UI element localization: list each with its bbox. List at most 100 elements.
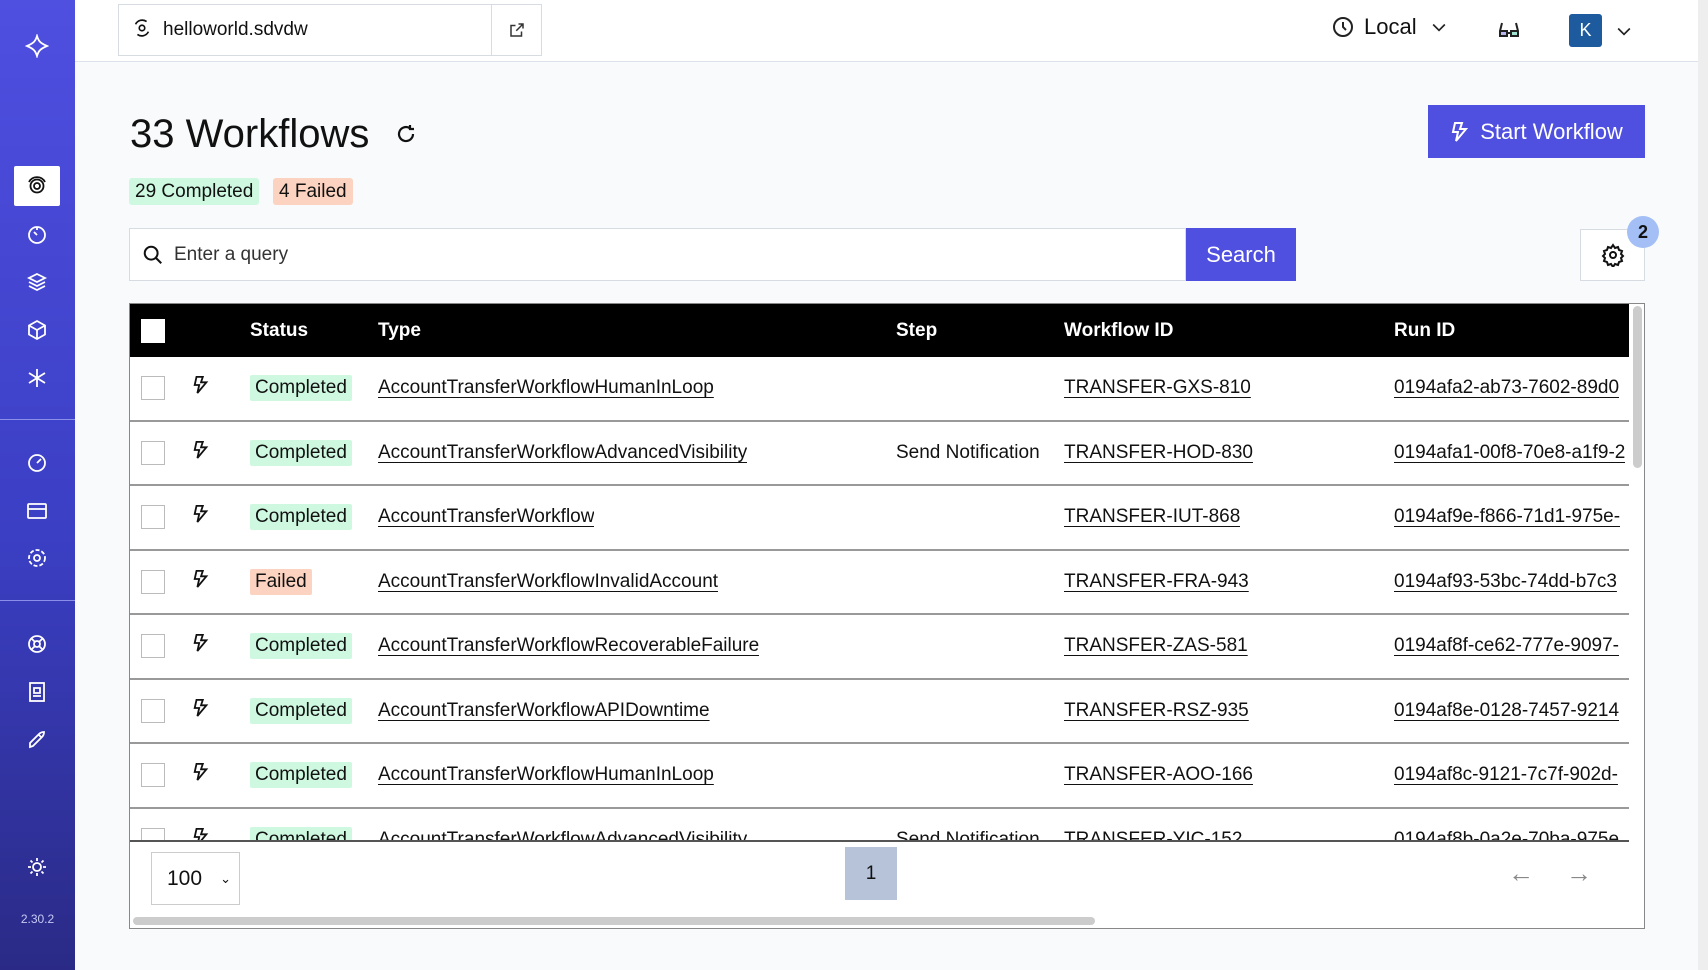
table-header: Status Type Step Workflow ID Run ID [130, 304, 1629, 357]
workflow-type-link[interactable]: AccountTransferWorkflowHumanInLoop [378, 764, 714, 786]
workflow-type-link[interactable]: AccountTransferWorkflowInvalidAccount [378, 570, 719, 592]
data-encoder-glasses-icon[interactable] [1497, 19, 1521, 41]
chevron-down-icon: ⌄ [220, 870, 231, 886]
search-input[interactable] [174, 243, 1074, 266]
run-id-link[interactable]: 0194af8f-ce62-777e-9097- [1394, 635, 1620, 657]
search-icon [143, 245, 162, 264]
workflow-type-link[interactable]: AccountTransferWorkflowAdvancedVisibilit… [378, 441, 748, 463]
lightning-icon [1451, 121, 1469, 142]
run-id-link[interactable]: 0194af8e-0128-7457-9214 [1394, 699, 1620, 721]
row-checkbox[interactable] [141, 569, 165, 594]
workflow-type-link[interactable]: AccountTransferWorkflowAdvancedVisibilit… [378, 828, 748, 841]
status-badge: Completed [250, 439, 352, 466]
sidebar: 2.30.2 [0, 0, 75, 970]
row-checkbox[interactable] [141, 440, 165, 465]
run-id-link[interactable]: 0194afa2-ab73-7602-89d0 [1394, 377, 1620, 399]
refresh-icon[interactable] [394, 122, 418, 151]
row-checkbox[interactable] [141, 698, 165, 723]
clock-icon [1333, 17, 1353, 37]
header-step: Step [896, 319, 938, 341]
sidebar-item-deployments[interactable] [14, 310, 60, 350]
status-badge: Completed [250, 697, 352, 724]
page-title: 33 Workflows [130, 112, 370, 156]
page-size-select[interactable]: 100 ⌄ [151, 852, 240, 905]
run-id-link[interactable]: 0194af8c-9121-7c7f-902d- [1394, 764, 1618, 786]
workflow-id-link[interactable]: TRANSFER-FRA-943 [1064, 570, 1249, 592]
header-status: Status [250, 319, 309, 341]
row-checkbox[interactable] [141, 634, 165, 659]
theme-toggle-sun-icon[interactable] [14, 847, 60, 887]
table-row: Completed AccountTransferWorkflowRecover… [130, 615, 1629, 680]
workflow-type-link[interactable]: AccountTransferWorkflowRecoverableFailur… [378, 635, 760, 657]
workflow-type-link[interactable]: AccountTransferWorkflowHumanInLoop [378, 377, 714, 399]
run-id-link[interactable]: 0194af93-53bc-74dd-b7c3 [1394, 570, 1617, 592]
run-id-link[interactable]: 0194af9e-f866-71d1-975e- [1394, 506, 1621, 528]
table-row: Completed AccountTransferWorkflowAdvance… [130, 809, 1629, 841]
avatar: K [1569, 14, 1602, 47]
status-badge: Completed [250, 375, 352, 402]
row-checkbox[interactable] [141, 505, 165, 530]
status-badge: Completed [250, 826, 352, 841]
row-checkbox[interactable] [141, 376, 165, 401]
start-workflow-button[interactable]: Start Workflow [1428, 105, 1645, 158]
run-id-link[interactable]: 0194af8b-0a2e-70ba-975e [1394, 828, 1620, 841]
sidebar-item-batch[interactable] [14, 262, 60, 302]
workflow-id-link[interactable]: TRANSFER-AOO-166 [1064, 764, 1253, 786]
search-bar [129, 228, 1186, 281]
row-checkbox[interactable] [141, 763, 165, 788]
sidebar-item-settings[interactable] [14, 538, 60, 578]
next-page-arrow-icon[interactable]: → [1566, 858, 1592, 888]
table-row: Completed AccountTransferWorkflowHumanIn… [130, 744, 1629, 809]
status-badge: Completed [250, 762, 352, 789]
workflow-id-link[interactable]: TRANSFER-IUT-868 [1064, 506, 1241, 528]
chevron-down-icon [1432, 23, 1446, 32]
workflow-type-link[interactable]: AccountTransferWorkflowAPIDowntime [378, 699, 710, 721]
sidebar-item-schedules[interactable] [14, 214, 60, 254]
namespace-selector[interactable]: helloworld.sdvdw [118, 4, 542, 56]
user-menu[interactable]: K [1569, 14, 1634, 47]
lightning-icon [192, 569, 210, 595]
table-horizontal-scrollbar[interactable] [133, 917, 1095, 925]
timezone-label: Local [1364, 14, 1417, 39]
search-button[interactable]: Search [1186, 228, 1296, 281]
app-version: 2.30.2 [20, 912, 55, 926]
lightning-icon [192, 827, 210, 841]
top-bar: helloworld.sdvdw Local K [75, 0, 1698, 62]
completed-count-badge[interactable]: 29 Completed [129, 178, 260, 205]
gear-icon [1601, 243, 1624, 267]
failed-count-badge[interactable]: 4 Failed [273, 178, 353, 205]
sidebar-item-getting-started[interactable] [14, 720, 60, 760]
sidebar-item-support[interactable] [14, 624, 60, 664]
sidebar-item-docs[interactable] [14, 672, 60, 712]
status-badge: Failed [250, 568, 312, 595]
select-all-checkbox[interactable] [141, 318, 165, 343]
table-vertical-scrollbar[interactable] [1633, 306, 1642, 468]
sidebar-item-workflows[interactable] [14, 166, 60, 206]
workflow-id-link[interactable]: TRANSFER-YIC-152 [1064, 828, 1243, 841]
run-id-link[interactable]: 0194afa1-00f8-70e8-a1f9-2 [1394, 441, 1626, 463]
chevron-down-icon [1617, 27, 1631, 36]
sidebar-item-namespaces[interactable] [14, 443, 60, 483]
table-row: Completed AccountTransferWorkflowHumanIn… [130, 357, 1629, 422]
start-workflow-label: Start Workflow [1480, 118, 1623, 144]
lightning-icon [192, 440, 210, 466]
sidebar-item-nexus[interactable] [14, 358, 60, 398]
workflow-type-link[interactable]: AccountTransferWorkflow [378, 506, 595, 528]
lightning-icon [192, 698, 210, 724]
workflow-id-link[interactable]: TRANSFER-GXS-810 [1064, 377, 1251, 399]
workflow-id-link[interactable]: TRANSFER-RSZ-935 [1064, 699, 1249, 721]
workflow-id-link[interactable]: TRANSFER-ZAS-581 [1064, 635, 1248, 657]
previous-page-arrow-icon[interactable]: ← [1508, 858, 1534, 888]
row-checkbox[interactable] [141, 827, 165, 841]
sidebar-divider [0, 600, 75, 601]
external-link-icon[interactable] [491, 5, 541, 55]
page-number-button[interactable]: 1 [845, 847, 897, 900]
page-scrollbar[interactable] [1698, 0, 1708, 970]
temporal-logo-icon[interactable] [14, 26, 60, 66]
status-badge: Completed [250, 504, 352, 531]
workflow-id-link[interactable]: TRANSFER-HOD-830 [1064, 441, 1253, 463]
sidebar-item-billing[interactable] [14, 491, 60, 531]
header-workflow-id: Workflow ID [1064, 319, 1174, 341]
timezone-selector[interactable]: Local [1331, 14, 1449, 40]
namespace-name: helloworld.sdvdw [163, 19, 308, 40]
